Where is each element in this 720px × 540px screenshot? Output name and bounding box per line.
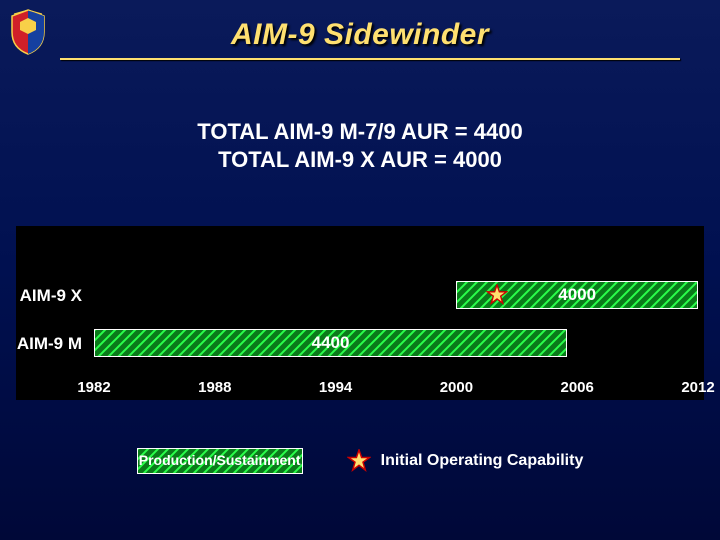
x-tick: 2000 xyxy=(440,379,473,396)
legend-swatch-label: Production/Sustainment xyxy=(138,452,302,468)
subtitle-line-1: TOTAL AIM-9 M-7/9 AUR = 4400 xyxy=(0,118,720,146)
row-label-aim9m: AIM-9 M xyxy=(16,334,88,354)
bar-value-aim9x: 4000 xyxy=(558,285,596,305)
subtitle-block: TOTAL AIM-9 M-7/9 AUR = 4400 TOTAL AIM-9… xyxy=(0,118,720,173)
title-underline xyxy=(60,58,680,60)
x-tick: 2006 xyxy=(561,379,594,396)
row-label-aim9x: AIM-9 X xyxy=(16,286,88,306)
gantt-chart: AIM-9 X AIM-9 M 4000 4400 1982 1988 1994… xyxy=(16,226,704,400)
legend-item-ioc: Initial Operating Capability xyxy=(347,449,584,473)
legend-item-production: Production/Sustainment xyxy=(137,448,303,474)
x-tick: 2012 xyxy=(681,379,714,396)
legend-swatch-production: Production/Sustainment xyxy=(137,448,303,474)
bar-aim9m: 4400 xyxy=(94,329,567,357)
x-tick: 1982 xyxy=(77,379,110,396)
legend: Production/Sustainment Initial Operating… xyxy=(0,448,720,474)
star-icon xyxy=(347,449,371,473)
bar-value-aim9m: 4400 xyxy=(312,333,350,353)
x-tick: 1988 xyxy=(198,379,231,396)
x-tick: 1994 xyxy=(319,379,352,396)
page-title: AIM-9 Sidewinder xyxy=(0,18,720,52)
ioc-star-aim9x xyxy=(486,284,508,306)
legend-label-ioc: Initial Operating Capability xyxy=(381,452,584,470)
subtitle-line-2: TOTAL AIM-9 X AUR = 4000 xyxy=(0,146,720,174)
